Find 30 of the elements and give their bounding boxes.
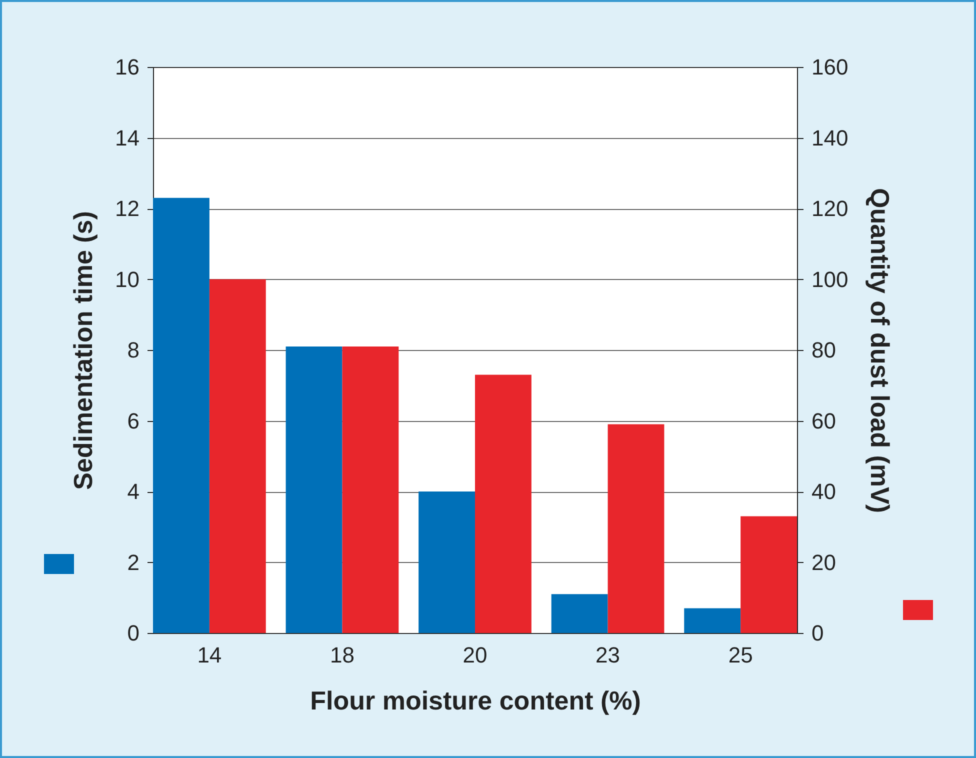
y-tick-label: 8 (127, 338, 140, 362)
y2-tick-label: 20 (812, 550, 836, 575)
y2-tick-label: 0 (812, 620, 824, 646)
y-tick-label: 0 (127, 620, 140, 646)
x-axis-title: Flour moisture content (%) (310, 686, 641, 716)
y2-tick-label: 160 (812, 54, 848, 80)
x-tick-label: 20 (462, 642, 488, 668)
bar (684, 608, 741, 633)
y2-tick-label: 120 (812, 196, 848, 221)
y-tick-label: 2 (127, 550, 140, 575)
y-tick-label: 14 (115, 125, 140, 150)
y-tick-label: 10 (115, 266, 140, 292)
y2-tick-label: 40 (812, 479, 836, 504)
bar (608, 424, 664, 633)
y2-tick-label: 100 (812, 266, 848, 292)
bar (740, 516, 797, 633)
y-tick-label: 6 (127, 408, 140, 434)
y-tick-label: 16 (115, 54, 140, 80)
x-tick-label: 25 (728, 642, 753, 668)
y2-tick-label: 80 (812, 338, 836, 362)
y2-tick-label: 60 (812, 408, 836, 434)
y2-tick-label: 140 (812, 125, 848, 150)
y-axis-title: Sedimentation time (s) (68, 211, 98, 490)
x-tick-label: 23 (596, 642, 620, 668)
y-tick-label: 4 (127, 479, 140, 504)
x-tick-label: 18 (330, 642, 354, 668)
y2-axis-title: Quantity of dust load (mV) (865, 188, 896, 513)
y-tick-label: 12 (115, 196, 140, 221)
x-tick-label: 14 (197, 642, 222, 668)
bar (551, 594, 608, 633)
